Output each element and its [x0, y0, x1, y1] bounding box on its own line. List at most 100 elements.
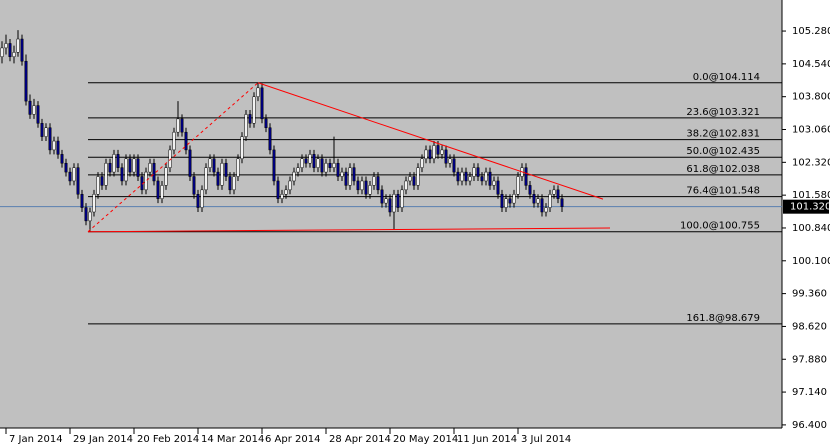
- plot-area: [0, 0, 782, 428]
- x-tick-label: 28 Apr 2014: [329, 434, 391, 445]
- candle-body: [192, 176, 196, 195]
- candle-body: [4, 43, 8, 49]
- candle-body: [280, 194, 284, 199]
- candle-body: [388, 198, 392, 213]
- x-tick-label: 11 Jun 2014: [457, 434, 517, 445]
- candle-body: [392, 194, 396, 213]
- y-tick-label: 98.620: [792, 321, 827, 332]
- candle-body: [468, 176, 472, 182]
- candle-body: [104, 162, 108, 186]
- candle-body: [496, 180, 500, 195]
- candle-body: [528, 185, 532, 195]
- y-tick-label: 96.400: [792, 420, 827, 431]
- candle-body: [464, 171, 468, 182]
- candle-body: [252, 96, 256, 124]
- trendline: [257, 82, 604, 200]
- candle-body: [40, 123, 44, 137]
- candle-body: [556, 189, 560, 199]
- fib-label: 100.0@100.755: [680, 221, 760, 232]
- candle-body: [540, 198, 544, 213]
- candle-body: [112, 154, 116, 173]
- candle-body: [188, 149, 192, 177]
- candle-body: [352, 167, 356, 182]
- candle-body: [476, 167, 480, 177]
- candle-body: [88, 211, 92, 222]
- candle-body: [436, 145, 440, 155]
- candle-body: [132, 158, 136, 173]
- candle-body: [44, 127, 48, 137]
- candle-body: [212, 158, 216, 173]
- candle-body: [488, 171, 492, 186]
- candle-body: [200, 189, 204, 208]
- candle-body: [124, 158, 128, 182]
- candle-body: [92, 194, 96, 213]
- candle-body: [516, 176, 520, 195]
- candle-body: [484, 171, 488, 182]
- candle-body: [48, 127, 52, 151]
- candle-body: [348, 167, 352, 186]
- candle-body: [320, 158, 324, 173]
- candle-body: [512, 194, 516, 204]
- candle-body: [340, 171, 344, 177]
- candle-body: [372, 176, 376, 186]
- candle-body: [76, 167, 80, 195]
- candle-body: [324, 162, 328, 173]
- candle-body: [276, 180, 280, 199]
- candle-body: [248, 114, 252, 124]
- candle-body: [148, 162, 152, 173]
- y-tick-label: 104.540: [792, 59, 830, 70]
- candle-body: [32, 105, 36, 115]
- candle-body: [480, 176, 484, 182]
- candle-body: [524, 167, 528, 186]
- y-tick-label: 97.140: [792, 387, 827, 398]
- candle-body: [16, 38, 20, 53]
- fib-label: 61.8@102.038: [686, 164, 760, 175]
- candle-body: [448, 158, 452, 164]
- candle-body: [356, 180, 360, 191]
- candle-body: [284, 189, 288, 195]
- candle-body: [508, 198, 512, 204]
- candle-body: [332, 162, 336, 168]
- y-tick-label: 102.320: [792, 157, 830, 168]
- candle-body: [144, 171, 148, 191]
- candle-body: [384, 198, 388, 204]
- candle-body: [424, 149, 428, 160]
- candle-body: [268, 127, 272, 151]
- y-tick-label: 105.280: [792, 26, 830, 37]
- candle-body: [416, 167, 420, 186]
- candle-body: [408, 176, 412, 182]
- candle-body: [260, 87, 264, 120]
- fib-label: 0.0@104.114: [693, 72, 760, 83]
- candle-body: [96, 176, 100, 195]
- candle-body: [504, 198, 508, 208]
- x-tick-label: 20 May 2014: [393, 434, 458, 445]
- candle-body: [428, 149, 432, 160]
- x-tick-label: 7 Jan 2014: [9, 434, 63, 445]
- x-tick-label: 14 Mar 2014: [201, 434, 264, 445]
- candle-body: [72, 167, 76, 182]
- fib-label: 23.6@103.321: [686, 107, 760, 118]
- candle-body: [120, 167, 124, 182]
- candle-body: [184, 131, 188, 151]
- trendline: [87, 82, 259, 233]
- candle-body: [304, 158, 308, 164]
- x-tick-label: 29 Jan 2014: [73, 434, 133, 445]
- candle-body: [396, 194, 400, 208]
- candle-body: [460, 171, 464, 182]
- candle-body: [364, 180, 368, 195]
- candle-body: [404, 180, 408, 191]
- candle-body: [224, 162, 228, 177]
- candle-body: [152, 162, 156, 182]
- last-price-label: 101.320: [790, 202, 830, 213]
- candle-body: [300, 158, 304, 168]
- candle-body: [56, 140, 60, 155]
- candle-body: [560, 198, 564, 207]
- candle-body: [380, 189, 384, 204]
- candle-body: [500, 194, 504, 208]
- x-tick-label: 3 Jul 2014: [521, 434, 571, 445]
- candle-body: [0, 47, 4, 58]
- y-tick-label: 100.840: [792, 223, 830, 234]
- candle-body: [108, 162, 112, 173]
- candle-body: [84, 207, 88, 222]
- candle-body: [292, 171, 296, 182]
